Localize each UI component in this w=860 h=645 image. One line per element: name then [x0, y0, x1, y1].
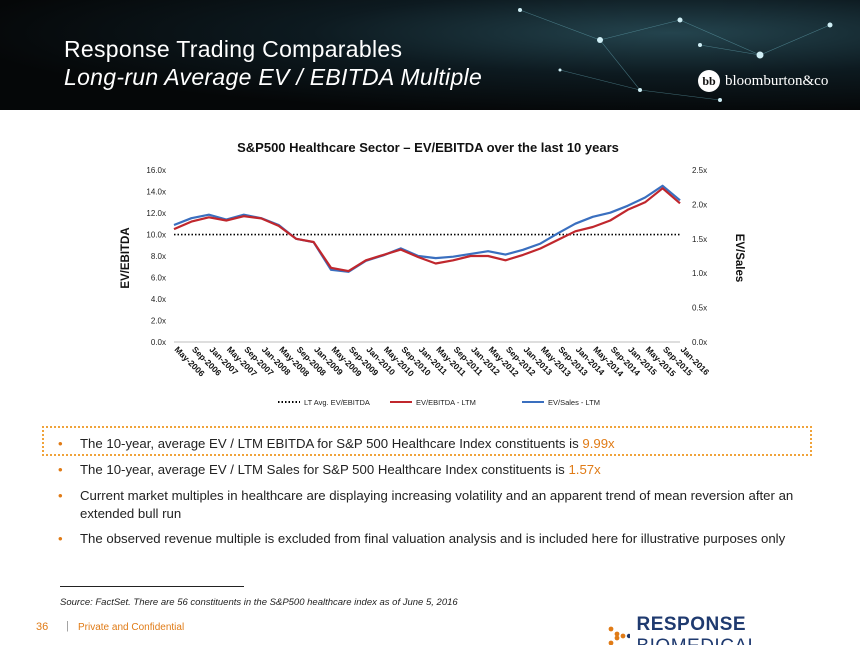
bloomburton-logo-icon: bb — [698, 70, 720, 92]
bullet-revenue-multiple: • The observed revenue multiple is exclu… — [58, 530, 798, 548]
bloomburton-logo: bb bloomburton&co — [698, 70, 828, 92]
y-tick-label: 12.0x — [146, 209, 166, 218]
y2-tick-label: 2.0x — [692, 200, 707, 209]
response-biomedical-logo-icon — [608, 626, 631, 645]
page-number: 36 — [36, 621, 49, 633]
y2-axis-ticks: 0.0x 0.5x 1.0x 1.5x 2.0x 2.5x — [692, 166, 707, 347]
footnote-divider — [60, 586, 244, 587]
y-tick-label: 16.0x — [146, 166, 166, 175]
bloomburton-logo-text: bloomburton&co — [725, 72, 829, 89]
bullet-dot: • — [58, 531, 63, 546]
y-tick-label: 4.0x — [151, 295, 166, 304]
bullet-ebitda-average: • The 10-year, average EV / LTM EBITDA f… — [58, 435, 798, 453]
bullet-dot: • — [58, 462, 63, 477]
chart-title: S&P500 Healthcare Sector – EV/EBITDA ove… — [237, 140, 619, 155]
page-subtitle: Long-run Average EV / EBITDA Multiple — [64, 64, 483, 90]
bullet-text: The 10-year, average EV / LTM EBITDA for… — [80, 436, 583, 451]
series-line-2 — [173, 184, 681, 273]
y-tick-label: 10.0x — [146, 231, 166, 240]
confidential-label: Private and Confidential — [78, 622, 185, 633]
y-axis-label: EV/EBITDA — [120, 227, 132, 288]
response-biomedical-logo-text: RESPONSE BIOMEDICAL — [636, 614, 860, 645]
bullet-text: Current market multiples in healthcare a… — [80, 488, 794, 521]
y2-tick-label: 2.5x — [692, 166, 707, 175]
source-note: Source: FactSet. There are 56 constituen… — [60, 597, 458, 608]
y-tick-label: 8.0x — [151, 252, 166, 261]
y2-tick-label: 1.5x — [692, 235, 707, 244]
chart-legend: LT Avg. EV/EBITDA EV/EBITDA - LTM EV/Sales… — [278, 398, 600, 407]
ev-ebitda-chart: S&P500 Healthcare Sector – EV/EBITDA ove… — [120, 140, 745, 407]
bullet-sales-average: • The 10-year, average EV / LTM Sales fo… — [58, 461, 798, 479]
network-graphic — [518, 8, 833, 102]
y-tick-label: 0.0x — [151, 338, 166, 347]
legend-label: LT Avg. EV/EBITDA — [304, 398, 370, 407]
header-banner: Response Trading Comparables Long-run Av… — [0, 0, 860, 110]
brand-bold: RESPONSE — [636, 614, 747, 635]
y-tick-label: 6.0x — [151, 274, 166, 283]
bullet-value: 9.99x — [582, 436, 615, 451]
chart-series — [173, 184, 681, 273]
footer-separator: | — [66, 620, 69, 632]
bullet-text: The 10-year, average EV / LTM Sales for … — [80, 462, 569, 477]
bullet-volatility: • Current market multiples in healthcare… — [58, 487, 798, 523]
bullet-value: 1.57x — [568, 462, 601, 477]
page-title: Response Trading Comparables — [64, 36, 403, 62]
legend-label: EV/Sales - LTM — [548, 398, 600, 407]
bullet-text: The observed revenue multiple is exclude… — [80, 531, 786, 546]
y-tick-label: 14.0x — [146, 188, 166, 197]
y-axis-ticks: 0.0x 2.0x 4.0x 6.0x 8.0x 10.0x 12.0x 14.0x 16.0x — [146, 166, 166, 347]
brand-rest: BIOMEDICAL — [636, 636, 758, 645]
bullet-dot: • — [58, 436, 63, 451]
y-tick-label: 2.0x — [151, 317, 166, 326]
y2-axis-label: EV/Sales — [733, 234, 745, 283]
series-line-1 — [173, 187, 681, 273]
x-axis-ticks: May-2006Sep-2006Jan-2007May-2007Sep-2007… — [173, 344, 712, 378]
y2-tick-label: 0.0x — [692, 338, 707, 347]
highlight-box — [42, 426, 812, 456]
bullet-dot: • — [58, 488, 63, 503]
y2-tick-label: 0.5x — [692, 304, 707, 313]
y2-tick-label: 1.0x — [692, 269, 707, 278]
legend-label: EV/EBITDA - LTM — [416, 398, 476, 407]
response-biomedical-logo: RESPONSE BIOMEDICAL — [606, 614, 860, 645]
